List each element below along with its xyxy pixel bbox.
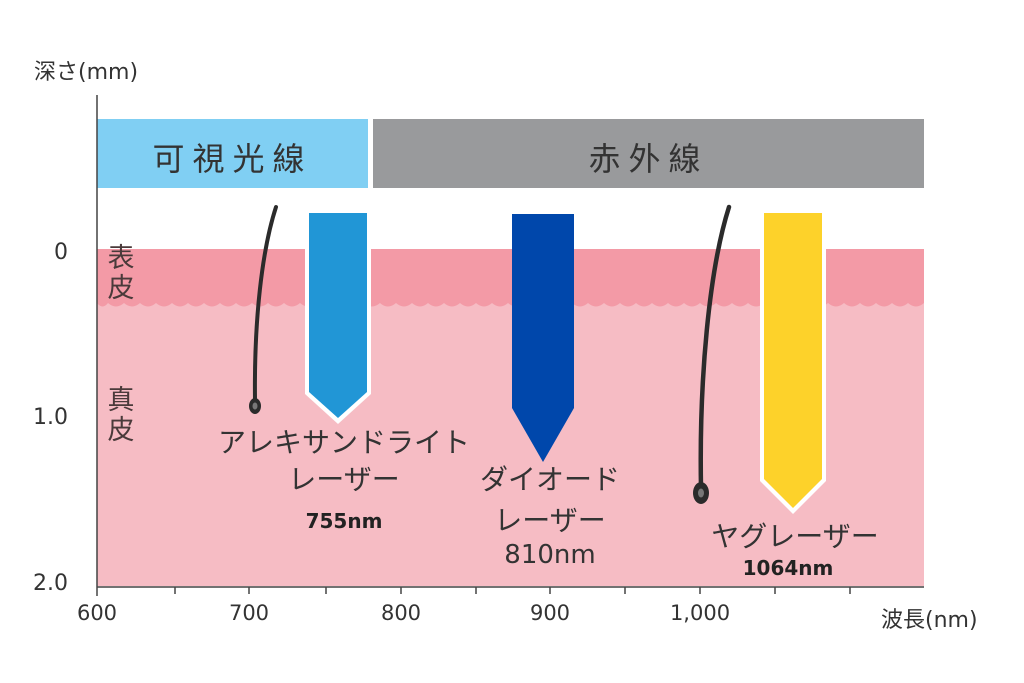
alexandrite-name-line1: アレキサンドライト [217,426,470,459]
diode-wavelength: 810nm [504,540,596,570]
visible-band [97,119,368,188]
x-tick-800: 800 [380,601,422,625]
infrared-band-label: 赤外線 [588,140,709,178]
y-tick-1: 1.0 [33,405,68,430]
hair-follicle-1 [249,205,278,414]
hair-follicle-2 [693,204,732,504]
x-tick-900: 900 [529,601,571,625]
dermis-label: 真皮 [107,385,135,446]
x-tick-600: 600 [76,601,118,625]
yag-name: ヤグレーザー [711,520,879,553]
y-axis-title: 深さ(mm) [34,60,139,85]
y-tick-2: 2.0 [33,571,68,596]
alexandrite-wavelength: 755nm [305,509,383,533]
x-tick-1000: 1,000 [669,601,731,625]
alexandrite-name-line2: レーザー [288,463,400,496]
y-tick-0: 0 [54,240,68,265]
epidermis-label: 表皮 [107,243,135,304]
laser-arrow-diode [512,214,574,462]
x-axis-ticks [96,587,851,596]
x-tick-700: 700 [228,601,270,625]
laser-arrow-alexandrite-fill [309,213,367,418]
infrared-band [373,119,924,188]
x-axis-title: 波長(nm) [881,608,978,633]
visible-band-label: 可視光線 [152,140,313,178]
diode-name-line2: レーザー [494,504,606,537]
laser-arrow-yag [764,213,822,508]
yag-wavelength: 1064nm [742,556,834,580]
diode-name-line1: ダイオード [479,463,620,496]
